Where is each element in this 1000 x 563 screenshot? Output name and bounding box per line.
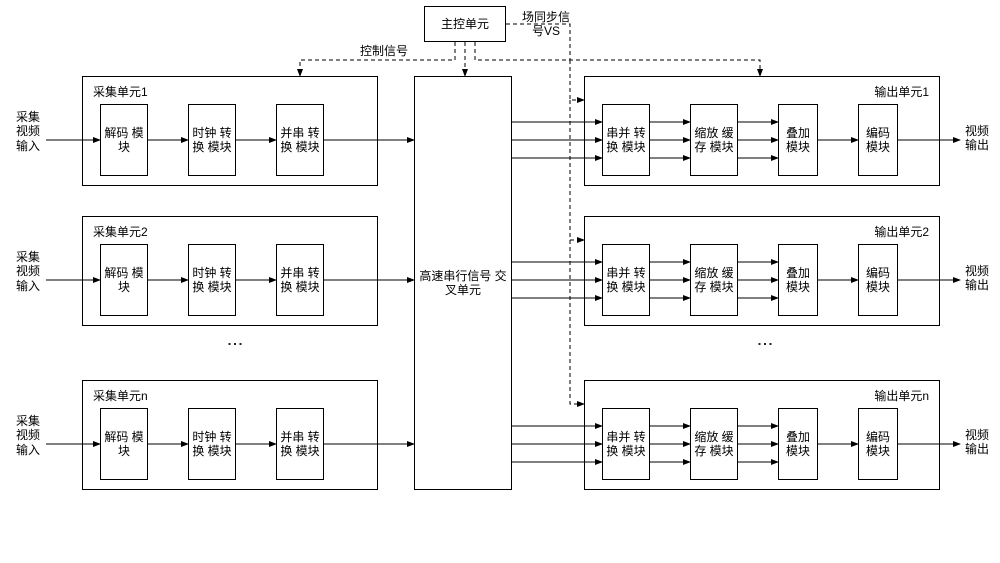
master-unit-label: 主控单元 <box>441 17 489 31</box>
master-unit-box: 主控单元 <box>424 6 506 42</box>
overlay-module-1: 叠加 模块 <box>778 104 818 176</box>
collect-unit-2-title: 采集单元2 <box>93 223 148 240</box>
output-unit-2-title: 输出单元2 <box>874 223 929 240</box>
overlay-module-2: 叠加 模块 <box>778 244 818 316</box>
collect-unit-n-title: 采集单元n <box>93 387 148 404</box>
input-label-n: 采集 视频 输入 <box>10 414 46 457</box>
ellipsis-right: ⋮ <box>755 336 774 356</box>
ellipsis-left: ⋮ <box>225 336 244 356</box>
decode-module-2: 解码 模块 <box>100 244 148 316</box>
vs-signal-label: 场同步信 号VS <box>516 10 576 39</box>
input-label-1: 采集 视频 输入 <box>10 110 46 153</box>
output-label-2: 视频 输出 <box>962 264 992 293</box>
ps-module-2: 并串 转换 模块 <box>276 244 324 316</box>
output-label-n: 视频 输出 <box>962 428 992 457</box>
enc-module-n: 编码 模块 <box>858 408 898 480</box>
clock-module-1: 时钟 转换 模块 <box>188 104 236 176</box>
scale-module-n: 缩放 缓存 模块 <box>690 408 738 480</box>
sp-module-1: 串并 转换 模块 <box>602 104 650 176</box>
sp-module-2: 串并 转换 模块 <box>602 244 650 316</box>
enc-module-2: 编码 模块 <box>858 244 898 316</box>
input-label-2: 采集 视频 输入 <box>10 250 46 293</box>
cross-unit-label: 高速串行信号 交叉单元 <box>415 269 511 298</box>
clock-module-n: 时钟 转换 模块 <box>188 408 236 480</box>
scale-module-2: 缩放 缓存 模块 <box>690 244 738 316</box>
overlay-module-n: 叠加 模块 <box>778 408 818 480</box>
output-unit-1-title: 输出单元1 <box>874 83 929 100</box>
cross-unit-box: 高速串行信号 交叉单元 <box>414 76 512 490</box>
enc-module-1: 编码 模块 <box>858 104 898 176</box>
output-unit-n-title: 输出单元n <box>874 387 929 404</box>
collect-unit-1-title: 采集单元1 <box>93 83 148 100</box>
clock-module-2: 时钟 转换 模块 <box>188 244 236 316</box>
sp-module-n: 串并 转换 模块 <box>602 408 650 480</box>
decode-module-n: 解码 模块 <box>100 408 148 480</box>
control-signal-label: 控制信号 <box>360 44 408 58</box>
ps-module-n: 并串 转换 模块 <box>276 408 324 480</box>
output-label-1: 视频 输出 <box>962 124 992 153</box>
decode-module-1: 解码 模块 <box>100 104 148 176</box>
ps-module-1: 并串 转换 模块 <box>276 104 324 176</box>
scale-module-1: 缩放 缓存 模块 <box>690 104 738 176</box>
